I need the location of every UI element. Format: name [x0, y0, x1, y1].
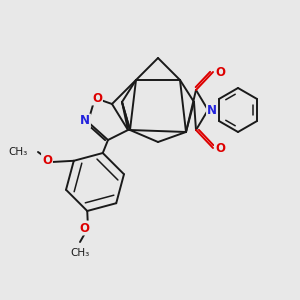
Text: O: O — [92, 92, 102, 104]
Text: CH₃: CH₃ — [70, 248, 90, 258]
Text: O: O — [42, 154, 52, 166]
Text: CH₃: CH₃ — [9, 147, 28, 157]
Text: O: O — [215, 142, 225, 154]
Text: N: N — [80, 115, 90, 128]
Text: O: O — [215, 65, 225, 79]
Text: N: N — [207, 103, 217, 116]
Text: O: O — [79, 221, 89, 235]
